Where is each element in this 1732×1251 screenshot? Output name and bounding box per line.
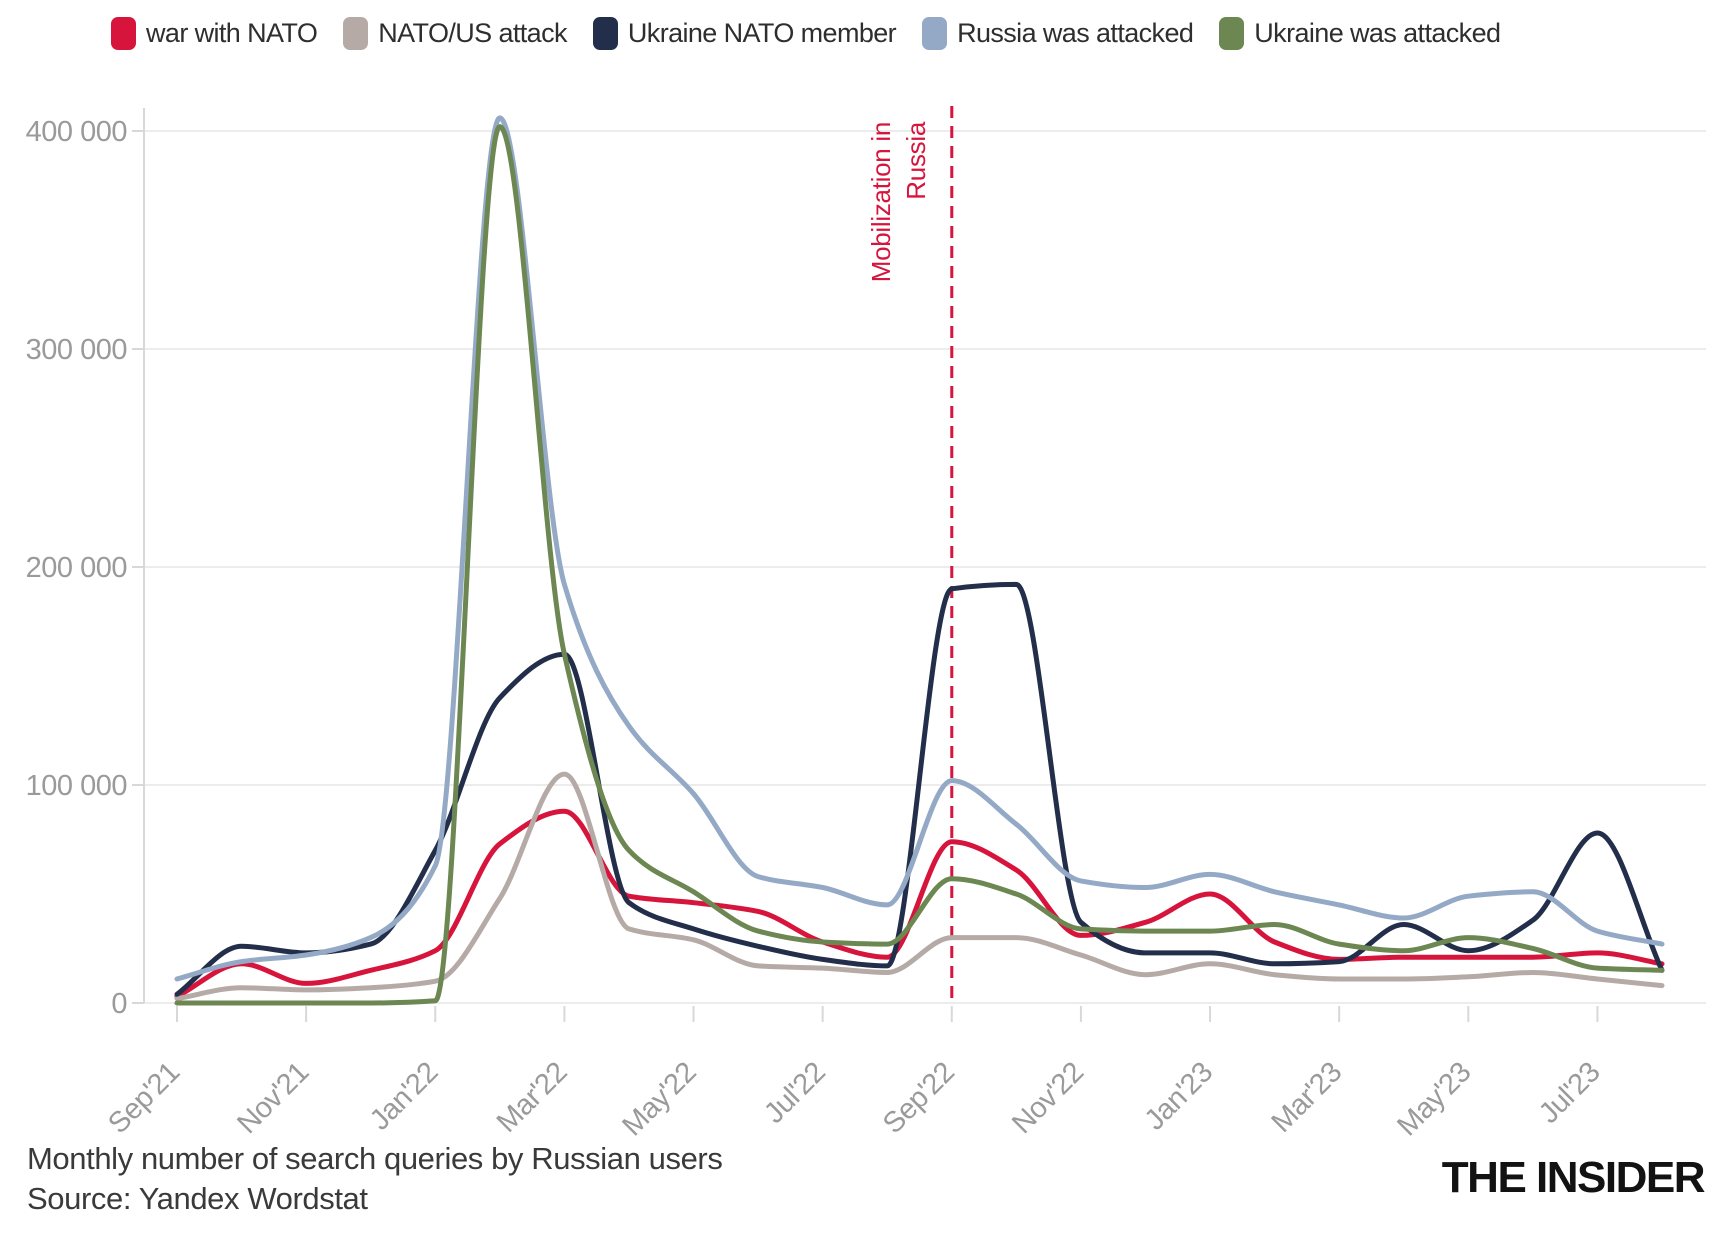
caption: Monthly number of search queries by Russ…	[27, 1139, 723, 1219]
x-axis-label: May'23	[1391, 1056, 1477, 1142]
legend-swatch-icon	[343, 17, 369, 50]
y-axis-label: 200 000	[26, 552, 127, 584]
x-axis-label: Sep'22	[877, 1056, 961, 1140]
series-line-russia-was-attacked	[174, 115, 1665, 982]
series-line-ukraine-was-attacked	[174, 124, 1665, 1006]
y-axis-labels: 0 100 000 200 000 300 000 400 000	[26, 116, 128, 1020]
x-axis-label: Jul'22	[758, 1056, 831, 1129]
y-axis-label: 400 000	[26, 116, 127, 148]
gridlines	[132, 130, 1706, 1004]
mobilization-label-line2: Russia	[901, 121, 931, 200]
x-axis-label: Jan'22	[364, 1056, 444, 1136]
x-axis-label: Jan'23	[1139, 1056, 1219, 1136]
x-axis-label: Jul'23	[1533, 1056, 1606, 1129]
x-axis-label: May'22	[616, 1056, 702, 1142]
legend-swatch-icon	[592, 17, 618, 50]
chart-source: Source: Yandex Wordstat	[27, 1181, 368, 1216]
legend-swatch-icon	[111, 17, 136, 50]
legend: war with NATO NATO/US attack Ukraine NATO …	[111, 17, 1501, 50]
chart-title: Monthly number of search queries by Russ…	[27, 1141, 723, 1176]
legend-label: NATO/US attack	[378, 18, 567, 48]
legend-item-nato-us-attack: NATO/US attack	[343, 17, 567, 50]
x-axis-label: Mar'22	[491, 1056, 574, 1139]
legend-item-ukraine-nato-member: Ukraine NATO member	[592, 17, 897, 50]
y-axis-label: 300 000	[26, 334, 127, 366]
y-axis-label: 100 000	[26, 770, 127, 802]
brand-logo: THE INSIDER	[1441, 1153, 1706, 1202]
legend-swatch-icon	[1219, 17, 1245, 50]
x-axis-label: Nov'21	[231, 1056, 315, 1140]
legend-label: Ukraine was attacked	[1254, 18, 1501, 48]
series-line-nato-us-attack	[174, 771, 1665, 1002]
x-axis-label: Nov'22	[1006, 1056, 1090, 1140]
mobilization-label-line1: Mobilization in	[866, 122, 896, 282]
series-line-ukraine-nato-member	[174, 581, 1665, 997]
y-axis-label: 0	[111, 988, 127, 1020]
legend-label: Russia was attacked	[957, 18, 1194, 48]
x-axis-label: Sep'21	[102, 1056, 186, 1140]
legend-label: war with NATO	[146, 18, 318, 48]
legend-item-war-with-nato: war with NATO	[111, 17, 318, 50]
legend-item-ukraine-was-attacked: Ukraine was attacked	[1219, 17, 1501, 50]
x-axis-labels: Sep'21 Nov'21 Jan'22 Mar'22 May'22 Jul'22 Sep'…	[102, 1006, 1606, 1142]
x-axis-label: Mar'23	[1266, 1056, 1349, 1139]
legend-item-russia-was-attacked: Russia was attacked	[922, 17, 1194, 50]
legend-label: Ukraine NATO member	[627, 18, 897, 48]
legend-swatch-icon	[922, 17, 948, 50]
series-lines	[174, 115, 1665, 1006]
